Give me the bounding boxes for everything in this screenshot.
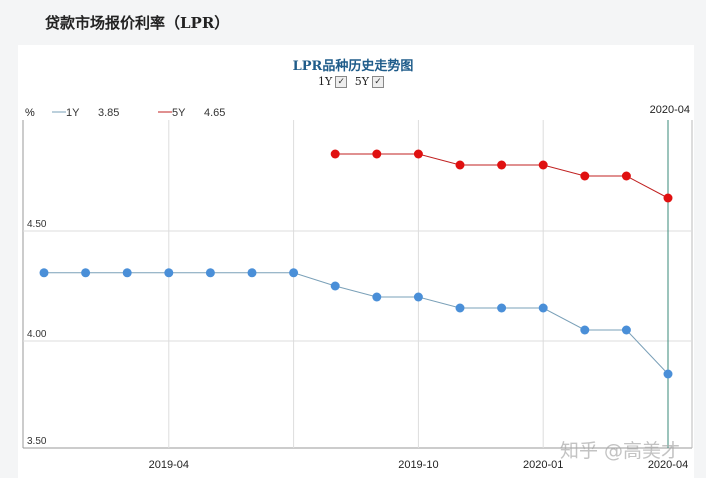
- series-5y-point: [621, 171, 631, 181]
- series-5y-point: [413, 149, 423, 159]
- series-1y-point: [330, 281, 340, 291]
- series-5y-point: [663, 193, 673, 203]
- x-tick-label: 2020-04: [648, 459, 688, 471]
- series-1y-point: [538, 303, 548, 313]
- y-tick-label: 4.00: [27, 329, 47, 340]
- series-1y-point: [122, 268, 132, 278]
- series-1y-point: [39, 268, 49, 278]
- series-5y-point: [330, 149, 340, 159]
- series-1y-point: [81, 268, 91, 278]
- series-5y-point: [538, 160, 548, 170]
- series-1y-point: [164, 268, 174, 278]
- legend-5y-name: 5Y: [172, 107, 186, 119]
- x-tick-label: 2019-04: [149, 459, 189, 471]
- series-1y-point: [289, 268, 299, 278]
- series-5y-point: [497, 160, 507, 170]
- series-1y-point: [372, 292, 382, 302]
- series-5y-point: [455, 160, 465, 170]
- x-tick-label: 2020-01: [523, 459, 563, 471]
- chart-title: LPR品种历史走势图: [292, 59, 414, 74]
- toggle-1y-label: 1Y: [317, 75, 333, 88]
- page-title: 贷款市场报价利率（LPR）: [45, 14, 230, 32]
- series-5y-point: [580, 171, 590, 181]
- x-tick-label: 2019-10: [398, 459, 438, 471]
- toggle-1y-checkbox[interactable]: ✓: [335, 76, 348, 88]
- series-1y-line: [44, 272, 669, 375]
- series-1y-point: [663, 369, 673, 379]
- chart-panel: [18, 45, 694, 478]
- series-1y-point: [247, 268, 257, 278]
- y-unit-label: %: [25, 107, 35, 119]
- cursor-date-label: 2020-04: [650, 104, 690, 116]
- series-1y-point: [205, 268, 215, 278]
- legend-1y-value: 3.85: [98, 107, 119, 119]
- y-tick-label: 4.50: [27, 219, 47, 230]
- series-toggles: 1Y ✓ 5Y ✓: [0, 75, 706, 88]
- toggle-5y-checkbox[interactable]: ✓: [372, 76, 385, 88]
- series-1y-point: [621, 325, 631, 335]
- series-5y-point: [372, 149, 382, 159]
- series-1y-point: [497, 303, 507, 313]
- legend-1y-name: 1Y: [66, 107, 80, 119]
- legend-5y-value: 4.65: [204, 107, 225, 119]
- y-tick-label: 3.50: [27, 436, 47, 447]
- toggle-5y-label: 5Y: [354, 75, 370, 88]
- watermark: 知乎 @高美才: [560, 440, 681, 462]
- series-1y-point: [580, 325, 590, 335]
- series-1y-point: [455, 303, 465, 313]
- series-1y-point: [413, 292, 423, 302]
